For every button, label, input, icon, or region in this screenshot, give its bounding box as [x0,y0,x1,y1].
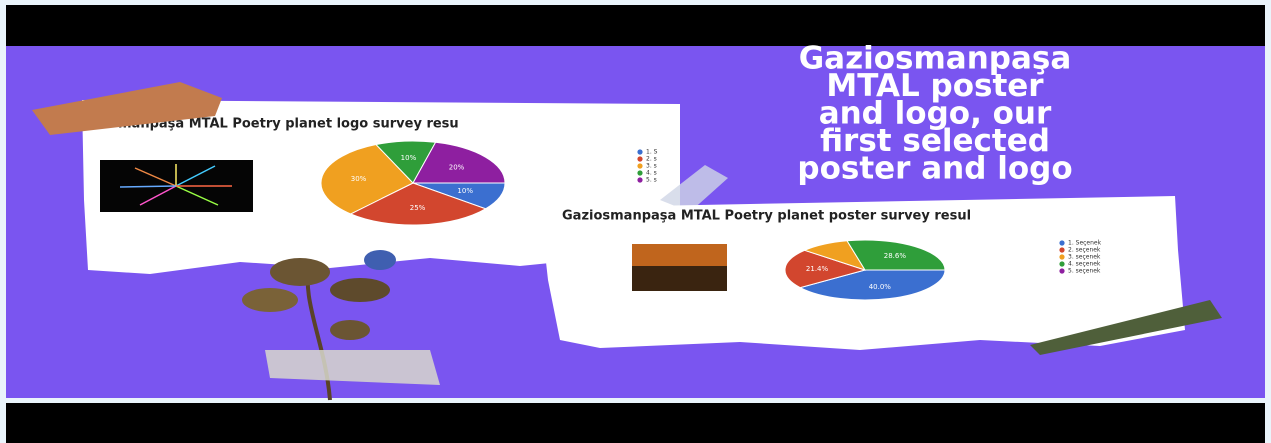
tape [32,82,222,135]
legend-swatch [637,163,643,169]
top-bar [6,5,1265,46]
spark [139,185,177,206]
pie-slice [846,239,946,271]
legend-label: 5. seçenek [1068,268,1101,275]
spark [175,185,219,206]
headline-line: and logo, our [819,96,1052,132]
leaf [330,320,370,340]
pie-slice [798,269,946,301]
pie-slice [320,143,414,215]
headline-line: MTAL poster [826,68,1044,104]
tape [660,165,728,212]
legend-label: 1. Seçenek [1068,240,1102,247]
legend-swatch [637,156,643,162]
legend-label: 2. seçenek [1068,247,1101,254]
legend-label: 3. s [646,163,657,170]
legend-swatch [1059,261,1065,267]
tape [265,350,440,385]
legend-swatch [1059,254,1065,260]
legend-swatch [637,149,643,155]
slice-label: 10% [457,187,473,195]
leaf [242,288,298,312]
legend-swatch [637,170,643,176]
legend-label: 5. s [646,177,657,184]
spark [175,165,216,187]
headline-line: poster and logo [797,151,1072,187]
leaf [330,278,390,302]
slice-label: 40.0% [869,283,892,291]
legend-label: 4. s [646,170,657,177]
leaf [270,258,330,286]
legend-label: 4. seçenek [1068,261,1101,268]
spark [134,167,177,187]
fireworks [119,164,232,206]
legend-swatch [1059,240,1065,246]
pie-slice [412,141,506,184]
slice-label: 21.4% [806,265,829,273]
slice-label: 28.6% [884,252,907,260]
tape [1030,300,1222,355]
legend-label: 3. seçenek [1068,254,1101,261]
slice-label: 20% [449,164,465,172]
spark [119,185,177,188]
pie-slice [784,249,867,289]
slice-label: 30% [351,175,367,183]
legend-swatch [637,177,643,183]
slice-label: 10% [401,154,417,162]
flower [364,250,396,270]
legend-swatch [1059,268,1065,274]
headline-line: Gaziosmanpaşa [799,41,1072,77]
bottom-bar [6,403,1265,443]
legend-swatch [1059,247,1065,253]
chart-title: Gaziosmanpaşa MTAL Poetry planet poster … [562,209,971,224]
legend-label: 2. s [646,156,657,163]
headline-line: first selected [820,123,1050,159]
sunset [632,244,727,266]
legend-label: 1. S [646,149,658,156]
pie-slice [349,182,487,226]
chart-title: manpaşa MTAL Poetry planet logo survey r… [118,117,459,132]
slice-label: 25% [410,204,426,212]
